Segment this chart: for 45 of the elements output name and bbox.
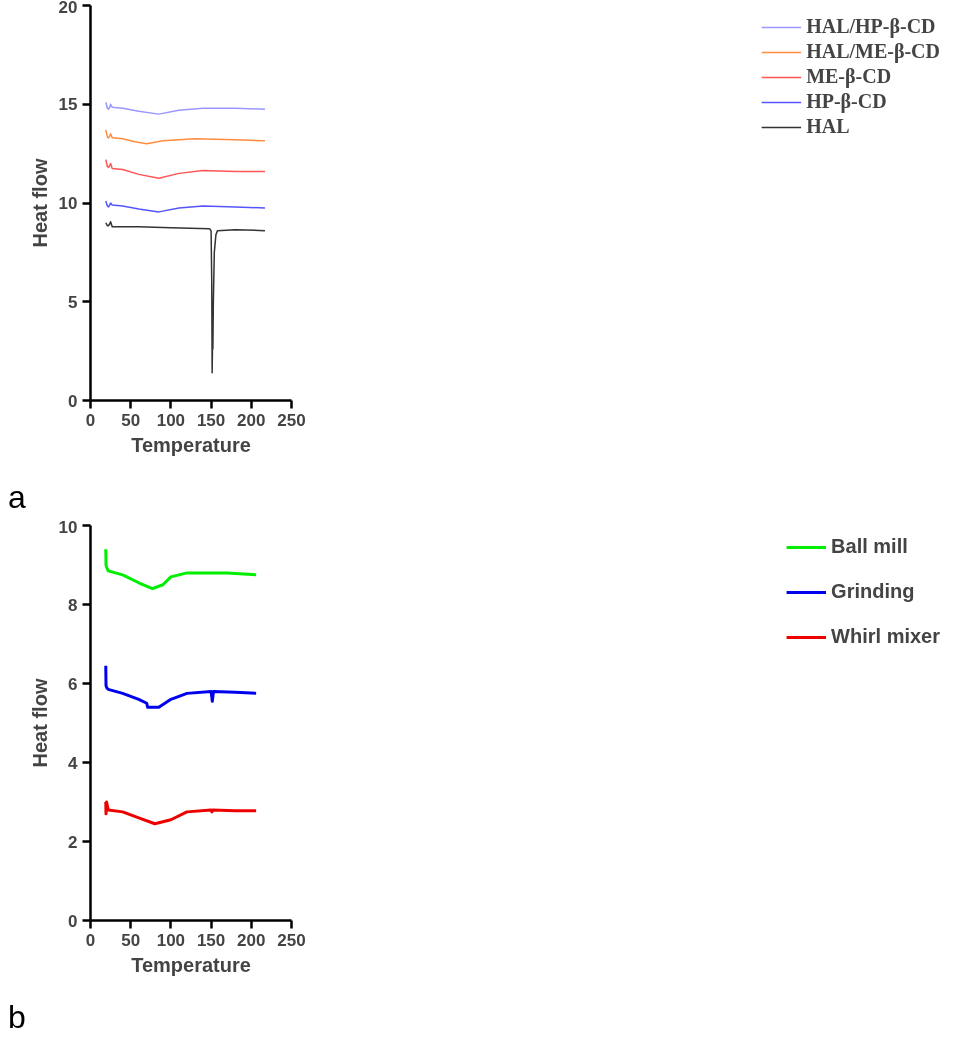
line-series (104, 664, 258, 709)
x-tick-label: 200 (237, 410, 266, 430)
legend-label: Whirl mixer (831, 625, 940, 648)
x-tick-label: 150 (196, 930, 226, 950)
y-tick-label: 6 (68, 674, 78, 694)
legend-label: HP-β-CD (806, 90, 887, 113)
y-tick-label: 10 (58, 194, 78, 213)
x-tick-label: 250 (277, 930, 306, 950)
line-series (105, 101, 266, 115)
legend-label: Ball mill (831, 535, 908, 558)
y-tick-label: 4 (68, 753, 79, 773)
x-axis-title: Temperature (131, 953, 251, 976)
line-series (105, 158, 266, 180)
text: a (8, 478, 26, 517)
legend-label: HAL/HP-β-CD (806, 15, 936, 38)
line-series (104, 800, 258, 826)
x-tick-label: 200 (237, 930, 266, 950)
y-tick-label: 8 (68, 595, 78, 615)
x-tick-label: 250 (277, 410, 306, 430)
line-series (104, 547, 258, 591)
legend-label: HAL/ME-β-CD (806, 40, 940, 63)
legend-label: ME-β-CD (806, 65, 892, 88)
x-tick-label: 100 (156, 410, 186, 430)
x-tick-label: 50 (121, 410, 141, 430)
y-tick-label: 10 (58, 517, 78, 537)
y-tick-label: 15 (58, 95, 78, 115)
x-tick-label: 0 (85, 930, 96, 950)
x-tick-label: 150 (196, 410, 226, 430)
y-tick-label: 2 (68, 832, 78, 852)
x-tick-label: 100 (156, 930, 186, 950)
y-tick-label: 5 (68, 292, 78, 312)
legend-label: Grinding (831, 580, 915, 603)
x-tick-label: 50 (121, 930, 141, 950)
text: b (8, 998, 26, 1037)
y-axis-title: Heat flow (28, 678, 51, 768)
line-series (105, 129, 266, 145)
y-axis-title: Heat flow (28, 158, 51, 248)
legend-label: HAL (806, 115, 850, 138)
line-series (105, 221, 266, 374)
x-tick-label: 0 (85, 410, 96, 430)
y-tick-label: 0 (68, 911, 78, 931)
x-axis-title: Temperature (131, 433, 251, 456)
y-tick-label: 20 (58, 0, 78, 17)
line-series (105, 200, 266, 213)
y-tick-label: 0 (68, 391, 78, 411)
